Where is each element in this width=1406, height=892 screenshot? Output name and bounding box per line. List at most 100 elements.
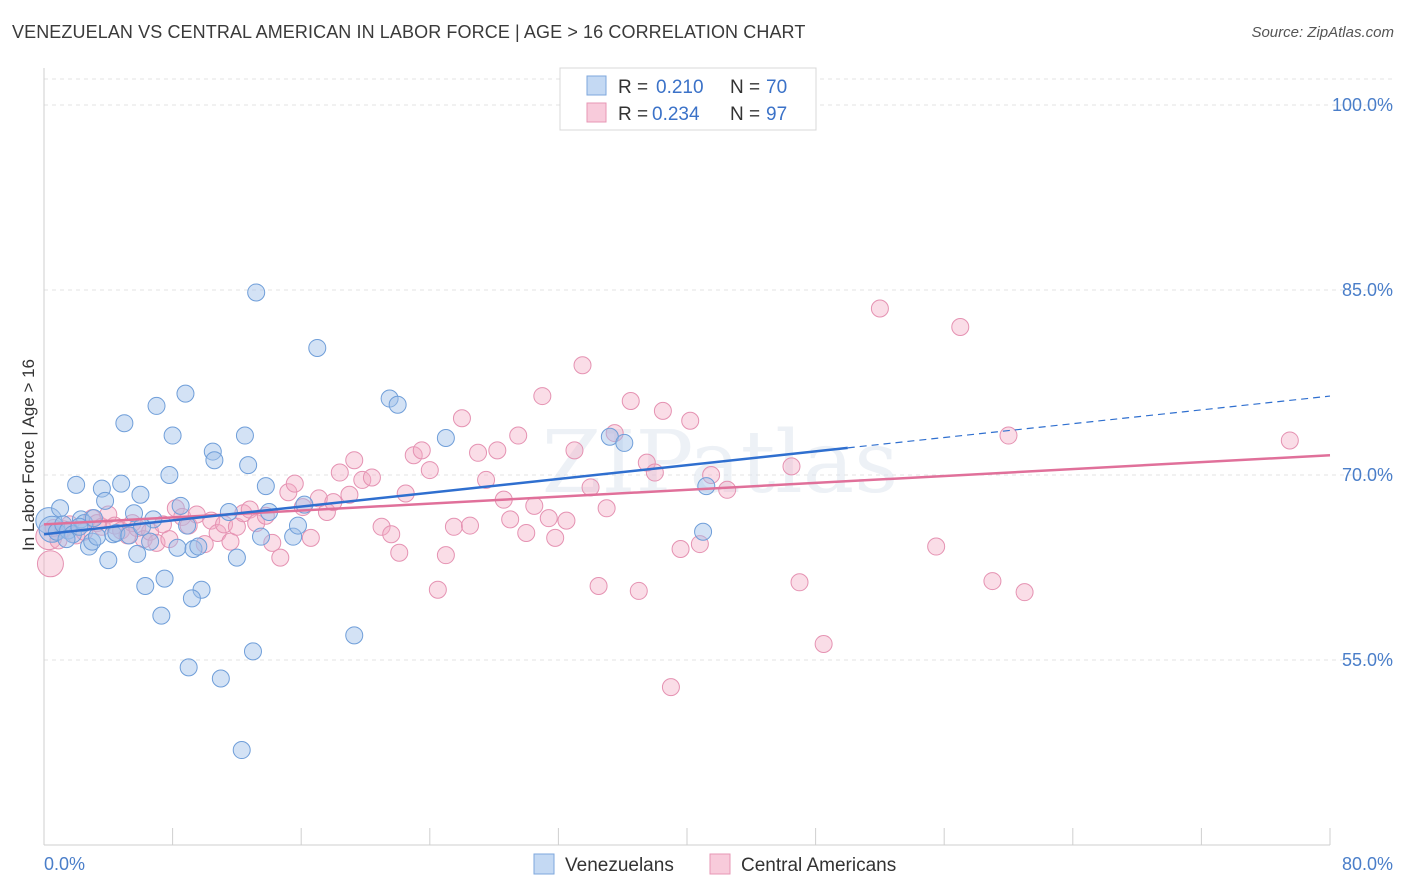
central-americans-point-81 [629, 581, 648, 600]
central-americans-trend-line [43, 454, 1331, 526]
central-americans-point-76 [581, 478, 600, 497]
legend-swatch-venezuelans [586, 75, 607, 96]
venezuelans-point-63 [694, 522, 713, 541]
venezuelans-point-50 [256, 477, 275, 496]
legend-r-value-1: 0.234 [652, 104, 700, 125]
central-americans-point-63 [477, 470, 496, 489]
central-americans-point-49 [362, 468, 381, 487]
legend-box: R = 0.210 N = 70 R = 0.234 N = 97 [559, 67, 817, 131]
venezuelans-point-28 [152, 606, 171, 625]
venezuelans-point-35 [179, 658, 198, 677]
central-americans-point-64 [488, 441, 507, 460]
x-tick-label-1: 80.0% [1342, 854, 1393, 874]
venezuelans-point-21 [125, 504, 144, 523]
central-americans-point-52 [390, 543, 409, 562]
central-americans-point-60 [452, 409, 471, 428]
venezuelans-point-58 [388, 395, 407, 414]
y-tick-label-2: 85.0% [1342, 280, 1393, 300]
venezuelans-point-36 [184, 540, 203, 558]
source-credit: Source: ZipAtlas.com [1251, 24, 1394, 41]
central-americans-point-1 [36, 550, 64, 578]
central-americans-point-75 [573, 356, 592, 375]
venezuelans-point-45 [235, 426, 254, 445]
central-americans-point-78 [597, 499, 616, 518]
central-americans-point-51 [382, 525, 401, 544]
venezuelans-point-53 [288, 516, 307, 535]
y-axis-label: In Labor Force | Age > 16 [19, 359, 38, 551]
venezuelans-point-67 [182, 589, 201, 608]
central-americans-point-50 [372, 517, 391, 536]
central-americans-point-91 [782, 457, 801, 476]
bottom-legend-label-central-americans: Central Americans [741, 855, 896, 876]
venezuelans-point-37 [189, 537, 208, 556]
venezuelans-point-32 [168, 538, 187, 557]
central-americans-point-66 [501, 510, 520, 529]
central-americans-point-46 [340, 485, 359, 504]
venezuelans-point-19 [115, 414, 134, 433]
venezuelans-point-11 [83, 532, 102, 551]
central-americans-point-30 [221, 532, 240, 551]
venezuelans-point-55 [308, 338, 327, 357]
central-americans-point-55 [412, 441, 431, 460]
central-americans-point-95 [927, 537, 946, 556]
central-americans-point-90 [718, 480, 737, 499]
legend-n-value-0: 70 [766, 77, 787, 98]
central-americans-point-67 [509, 426, 528, 445]
venezuelans-trend-line [43, 446, 848, 536]
central-americans-point-79 [605, 424, 624, 443]
legend-r-label-0: R = [618, 77, 648, 98]
venezuelans-point-49 [252, 527, 271, 546]
legend-n-label-1: N = [730, 104, 760, 125]
venezuelans-point-7 [67, 475, 86, 494]
central-americans-point-92 [790, 573, 809, 592]
central-americans-point-94 [870, 299, 889, 318]
venezuelans-point-61 [615, 433, 634, 452]
venezuelans-point-24 [136, 577, 155, 595]
central-americans-point-80 [621, 392, 640, 410]
venezuelans-point-41 [211, 669, 230, 688]
trend-lines [43, 395, 1331, 536]
central-americans-point-86 [671, 540, 690, 558]
bottom-legend-swatch-venezuelans [533, 853, 555, 875]
central-americans-point-45 [330, 463, 349, 482]
venezuelans-point-33 [171, 496, 190, 515]
venezuelans-point-42 [219, 503, 238, 521]
central-americans-point-73 [557, 511, 576, 530]
venezuelans-trend-extension [847, 395, 1331, 449]
legend-r-label-1: R = [618, 104, 648, 125]
legend-n-label-0: N = [730, 77, 760, 98]
venezuelans-point-15 [99, 551, 118, 570]
central-americans-point-99 [1015, 583, 1034, 602]
venezuelans-point-27 [147, 396, 166, 415]
central-americans-point-11 [99, 505, 118, 524]
central-americans-point-37 [271, 548, 290, 567]
x-axis-ticks [172, 828, 1331, 845]
venezuelans-point-30 [160, 466, 179, 484]
central-americans-point-34 [247, 514, 266, 533]
y-tick-label-0: 55.0% [1342, 650, 1393, 670]
legend-n-value-1: 97 [766, 104, 787, 125]
central-americans-point-47 [345, 451, 364, 470]
venezuelans-points [35, 283, 716, 760]
central-americans-point-41 [301, 528, 320, 547]
venezuelans-point-59 [436, 429, 455, 447]
central-americans-point-71 [539, 509, 558, 528]
legend-swatch-central-americans [586, 102, 607, 123]
central-americans-point-87 [681, 411, 700, 430]
y-tick-label-3: 100.0% [1332, 95, 1393, 115]
central-americans-point-100 [1280, 431, 1299, 450]
venezuelans-point-3 [51, 499, 70, 518]
venezuelans-point-23 [131, 485, 150, 504]
venezuelans-point-20 [120, 526, 139, 545]
central-americans-point-93 [814, 634, 833, 653]
bottom-legend-swatch-central-americans [709, 853, 731, 875]
legend-r-value-0: 0.210 [656, 77, 704, 98]
central-americans-point-85 [661, 678, 680, 697]
central-americans-point-56 [420, 461, 439, 480]
venezuelans-point-25 [141, 532, 160, 551]
bottom-legend: Venezuelans Central Americans [533, 853, 896, 876]
y-axis-tick-labels: 55.0% 70.0% 85.0% 100.0% [1332, 95, 1393, 670]
venezuelans-point-48 [247, 283, 266, 302]
venezuelans-point-52 [284, 527, 303, 546]
